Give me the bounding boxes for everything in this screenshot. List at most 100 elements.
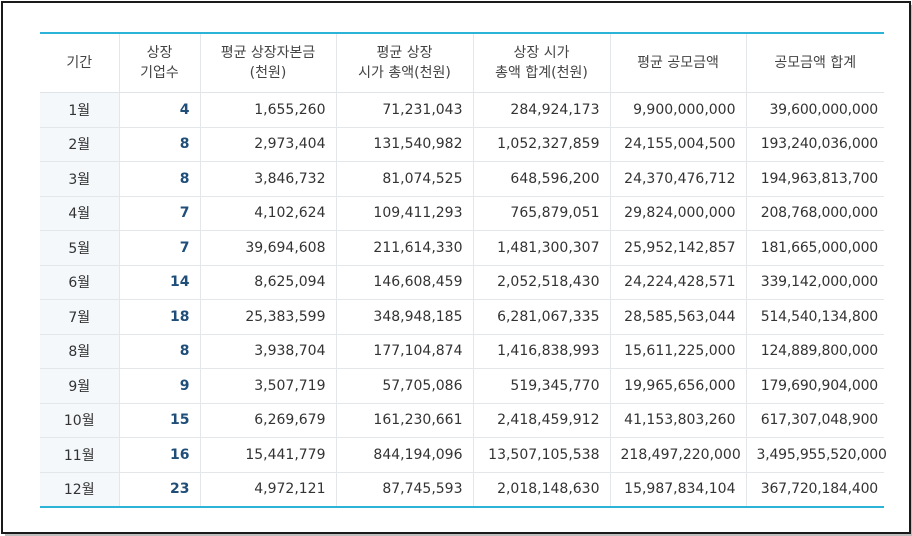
cell-listed-count: 4: [119, 92, 201, 128]
cell-total-offering: 179,690,904,000: [746, 368, 884, 404]
cell-listed-count: 8: [119, 334, 201, 369]
cell-total-market-cap: 6,281,067,335: [473, 299, 611, 335]
cell-total-offering: 617,307,048,900: [746, 402, 884, 438]
cell-avg-market-cap: 161,230,661: [336, 402, 474, 438]
table-row: 12월 23 4,972,121 87,745,593 2,018,148,630 15,…: [40, 472, 884, 507]
header-total-offering: 공모금액 합계: [746, 33, 884, 93]
cell-total-market-cap: 13,507,105,538: [473, 437, 611, 473]
cell-avg-market-cap: 177,104,874: [336, 334, 474, 369]
cell-avg-capital: 3,507,719: [200, 368, 337, 404]
cell-total-offering: 193,240,036,000: [746, 127, 884, 162]
cell-avg-offering: 24,155,004,500: [610, 127, 747, 162]
header-avg-capital: 평균 상장자본금 (천원): [200, 33, 337, 93]
cell-total-offering: 39,600,000,000: [746, 92, 884, 128]
cell-total-offering: 208,768,000,000: [746, 196, 884, 231]
cell-period: 8월: [40, 334, 120, 369]
cell-total-market-cap: 1,052,327,859: [473, 127, 611, 162]
table-row: 1월 4 1,655,260 71,231,043 284,924,173 9,900,0…: [40, 92, 884, 128]
cell-avg-capital: 3,846,732: [200, 161, 337, 197]
cell-avg-capital: 2,973,404: [200, 127, 337, 162]
cell-avg-capital: 4,972,121: [200, 472, 337, 507]
header-total-market-cap: 상장 시가 총액 합계(천원): [473, 33, 611, 93]
cell-avg-offering: 218,497,220,000: [610, 437, 747, 473]
header-avg-offering: 평균 공모금액: [610, 33, 747, 93]
table-row: 3월 8 3,846,732 81,074,525 648,596,200 24,370,…: [40, 161, 884, 197]
cell-avg-market-cap: 131,540,982: [336, 127, 474, 162]
cell-period: 6월: [40, 265, 120, 300]
cell-total-market-cap: 765,879,051: [473, 196, 611, 231]
cell-avg-offering: 9,900,000,000: [610, 92, 747, 128]
cell-avg-market-cap: 348,948,185: [336, 299, 474, 335]
cell-avg-market-cap: 146,608,459: [336, 265, 474, 300]
cell-total-offering: 181,665,000,000: [746, 230, 884, 266]
cell-avg-offering: 28,585,563,044: [610, 299, 747, 335]
cell-total-offering: 194,963,813,700: [746, 161, 884, 197]
cell-avg-market-cap: 81,074,525: [336, 161, 474, 197]
cell-avg-offering: 24,224,428,571: [610, 265, 747, 300]
cell-period: 4월: [40, 196, 120, 231]
cell-period: 11월: [40, 437, 120, 473]
header-avg-market-cap: 평균 상장 시가 총액(천원): [336, 33, 474, 93]
cell-listed-count: 7: [119, 230, 201, 266]
table-row: 11월 16 15,441,779 844,194,096 13,507,105,538…: [40, 437, 887, 473]
cell-listed-count: 14: [119, 265, 201, 300]
cell-avg-market-cap: 109,411,293: [336, 196, 474, 231]
cell-total-offering: 514,540,134,800: [746, 299, 884, 335]
table-row: 10월 15 6,269,679 161,230,661 2,418,459,912 41…: [40, 402, 884, 438]
table-row: 4월 7 4,102,624 109,411,293 765,879,051 29,824…: [40, 196, 884, 231]
ipo-statistics-table: 기간 상장 기업수 평균 상장자본금 (천원) 평균 상장 시가 총액(천원) …: [40, 32, 887, 508]
cell-avg-market-cap: 87,745,593: [336, 472, 474, 507]
cell-period: 1월: [40, 92, 120, 128]
cell-total-market-cap: 1,481,300,307: [473, 230, 611, 266]
table-row: 9월 9 3,507,719 57,705,086 519,345,770 19,965,…: [40, 368, 884, 404]
cell-listed-count: 9: [119, 368, 201, 404]
cell-period: 9월: [40, 368, 120, 404]
cell-avg-offering: 25,952,142,857: [610, 230, 747, 266]
cell-avg-market-cap: 57,705,086: [336, 368, 474, 404]
cell-avg-capital: 6,269,679: [200, 402, 337, 438]
cell-avg-offering: 15,987,834,104: [610, 472, 747, 507]
cell-avg-capital: 39,694,608: [200, 230, 337, 266]
cell-avg-market-cap: 71,231,043: [336, 92, 474, 128]
header-listed-count: 상장 기업수: [119, 33, 201, 93]
cell-avg-capital: 3,938,704: [200, 334, 337, 369]
cell-avg-capital: 15,441,779: [200, 437, 337, 473]
cell-listed-count: 18: [119, 299, 201, 335]
table-row: 6월 14 8,625,094 146,608,459 2,052,518,430 24,…: [40, 265, 884, 300]
cell-period: 10월: [40, 402, 120, 438]
cell-total-offering: 3,495,955,520,000: [746, 437, 887, 473]
cell-listed-count: 15: [119, 402, 201, 438]
table-row: 7월 18 25,383,599 348,948,185 6,281,067,335 28…: [40, 299, 884, 335]
cell-period: 5월: [40, 230, 120, 266]
cell-total-market-cap: 2,052,518,430: [473, 265, 611, 300]
cell-avg-market-cap: 211,614,330: [336, 230, 474, 266]
cell-total-market-cap: 284,924,173: [473, 92, 611, 128]
cell-avg-offering: 19,965,656,000: [610, 368, 747, 404]
cell-avg-offering: 15,611,225,000: [610, 334, 747, 369]
table-row: 5월 7 39,694,608 211,614,330 1,481,300,307 25,…: [40, 230, 884, 266]
cell-total-offering: 124,889,800,000: [746, 334, 884, 369]
cell-avg-capital: 8,625,094: [200, 265, 337, 300]
cell-avg-capital: 25,383,599: [200, 299, 337, 335]
cell-period: 3월: [40, 161, 120, 197]
cell-total-offering: 367,720,184,400: [760, 481, 878, 498]
header-period: 기간: [40, 33, 120, 93]
cell-total-market-cap: 2,418,459,912: [473, 402, 611, 438]
cell-total-market-cap: 1,416,838,993: [473, 334, 611, 369]
cell-listed-count: 8: [119, 127, 201, 162]
cell-avg-market-cap: 844,194,096: [336, 437, 474, 473]
table-row: 2월 8 2,973,404 131,540,982 1,052,327,859 24,1…: [40, 127, 884, 162]
cell-listed-count: 7: [119, 196, 201, 231]
cell-avg-offering: 41,153,803,260: [610, 402, 747, 438]
cell-total-offering: 339,142,000,000: [746, 265, 884, 300]
cell-period: 12월: [40, 472, 120, 507]
cell-total-market-cap: 2,018,148,630: [473, 472, 611, 507]
table-row: 8월 8 3,938,704 177,104,874 1,416,838,993 15,6…: [40, 334, 884, 369]
cell-total-market-cap: 519,345,770: [473, 368, 611, 404]
cell-period: 7월: [40, 299, 120, 335]
header-row: 기간 상장 기업수 평균 상장자본금 (천원) 평균 상장 시가 총액(천원) …: [40, 33, 884, 93]
cell-avg-capital: 1,655,260: [200, 92, 337, 128]
cell-avg-offering: 29,824,000,000: [610, 196, 747, 231]
cell-period: 2월: [40, 127, 120, 162]
